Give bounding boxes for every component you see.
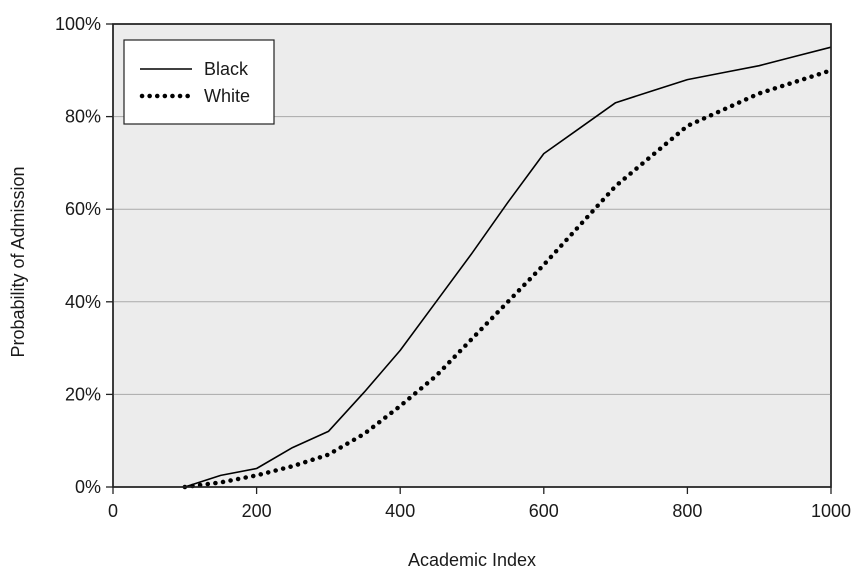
x-tick-label: 400 — [385, 501, 415, 521]
y-tick-label: 100% — [55, 14, 101, 34]
x-tick-label: 1000 — [811, 501, 851, 521]
y-tick-label: 80% — [65, 107, 101, 127]
legend-label-white: White — [204, 86, 250, 106]
legend-box — [123, 39, 275, 125]
y-axis: 0% 20% 40% 60% 80% 100% — [55, 14, 113, 497]
x-axis: 0 200 400 600 800 1000 — [108, 487, 851, 521]
x-tick-label: 800 — [672, 501, 702, 521]
x-tick-label: 200 — [242, 501, 272, 521]
gridlines — [113, 116, 831, 395]
series-line-white — [182, 68, 834, 490]
x-tick-label: 0 — [108, 501, 118, 521]
y-tick-label: 40% — [65, 292, 101, 312]
series-line-black — [184, 46, 832, 488]
series-layer — [182, 46, 834, 490]
x-axis-title: Academic Index — [408, 550, 536, 570]
x-tick-label: 600 — [529, 501, 559, 521]
y-tick-label: 60% — [65, 199, 101, 219]
y-tick-label: 20% — [65, 384, 101, 404]
y-axis-title: Probability of Admission — [8, 166, 28, 357]
legend: Black White — [123, 39, 275, 125]
y-tick-label: 0% — [75, 477, 101, 497]
plot-frame — [112, 23, 832, 488]
legend-label-black: Black — [204, 59, 249, 79]
